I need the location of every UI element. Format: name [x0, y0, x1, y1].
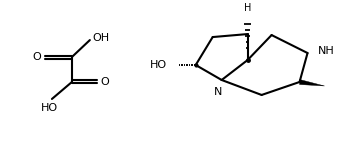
Text: N: N	[214, 87, 222, 97]
Text: HO: HO	[41, 103, 58, 113]
Text: OH: OH	[93, 33, 110, 43]
Text: O: O	[32, 52, 41, 62]
Text: O: O	[101, 77, 110, 87]
Text: H: H	[244, 3, 251, 13]
Text: NH: NH	[317, 46, 334, 56]
Text: HO: HO	[150, 60, 167, 70]
Polygon shape	[299, 79, 324, 86]
